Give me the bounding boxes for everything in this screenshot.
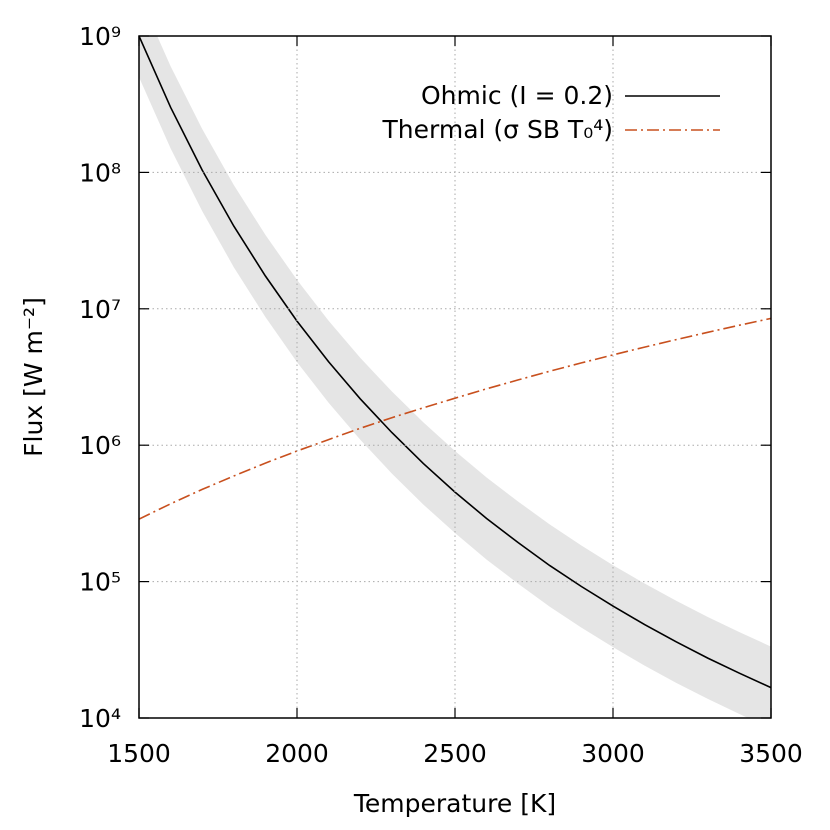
plot-area <box>139 36 771 718</box>
series-line <box>139 317 771 520</box>
legend-label: Thermal (σ SB T₀⁴) <box>382 115 613 144</box>
y-tick-label: 10⁸ <box>79 158 121 187</box>
series-line <box>139 36 771 689</box>
x-tick-label: 3000 <box>581 739 645 768</box>
y-tick-label: 10⁵ <box>79 568 121 597</box>
y-axis-title: Flux [W m⁻²] <box>19 297 48 457</box>
x-axis-title: Temperature [K] <box>353 789 556 818</box>
x-tick-label: 2500 <box>423 739 487 768</box>
uncertainty-band <box>139 36 771 718</box>
x-tick-label: 1500 <box>107 739 171 768</box>
y-tick-label: 10⁹ <box>79 22 121 51</box>
y-tick-label: 10⁶ <box>79 431 121 460</box>
legend-label: Ohmic (I = 0.2) <box>421 81 613 110</box>
y-tick-label: 10⁷ <box>79 295 121 324</box>
x-tick-label: 2000 <box>265 739 329 768</box>
x-tick-label: 3500 <box>739 739 803 768</box>
y-tick-label: 10⁴ <box>79 704 121 733</box>
